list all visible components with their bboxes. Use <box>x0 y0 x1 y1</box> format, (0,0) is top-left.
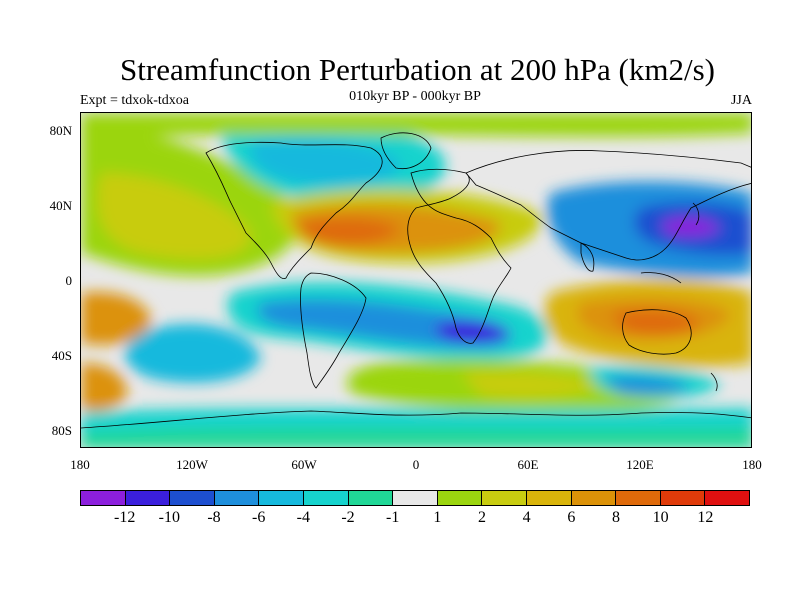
colorbar <box>80 490 750 506</box>
colorbar-swatch <box>571 491 617 505</box>
colorbar-label: -1 <box>385 509 400 526</box>
colorbar-swatch <box>259 491 304 505</box>
colorbar-swatch <box>303 491 349 505</box>
field-shading <box>81 113 751 447</box>
colorbar-swatch <box>660 491 706 505</box>
lon-tick-label: 0 <box>412 457 420 472</box>
colorbar-swatch <box>526 491 572 505</box>
lon-tick-label: 120W <box>176 457 208 472</box>
lat-tick-label: 80S <box>51 423 72 438</box>
season-label: JJA <box>730 93 752 108</box>
lat-tick-label: 0 <box>65 273 73 288</box>
colorbar-label: 2 <box>478 509 486 526</box>
colorbar-label: 1 <box>433 509 442 526</box>
colorbar-label: -8 <box>207 509 221 526</box>
coastlines <box>81 132 751 429</box>
colorbar-swatch <box>437 491 483 505</box>
colorbar-label: -2 <box>341 509 355 526</box>
colorbar-swatch <box>214 491 260 505</box>
colorbar-label: 6 <box>567 509 576 526</box>
colorbar-label: 10 <box>652 509 669 526</box>
colorbar-label: -6 <box>251 509 266 526</box>
experiment-label: Expt = tdxok-tdxoa <box>80 93 189 108</box>
colorbar-swatch <box>705 491 749 505</box>
colorbar-label: 4 <box>522 509 531 526</box>
colorbar-label: -4 <box>296 509 310 526</box>
colorbar-swatch <box>393 491 438 505</box>
lon-tick-label: 180 <box>742 457 762 472</box>
lon-tick-label: 120E <box>626 457 654 472</box>
subtitle: 010kyr BP - 000kyr BP <box>349 89 481 104</box>
lon-tick-label: 180 <box>70 457 90 472</box>
colorbar-swatch <box>482 491 527 505</box>
lat-tick-label: 40S <box>51 348 72 363</box>
colorbar-swatch <box>81 491 126 505</box>
colorbar-label: -12 <box>113 509 136 526</box>
page-title: Streamfunction Perturbation at 200 hPa (… <box>120 52 715 87</box>
colorbar-label: 12 <box>697 509 714 526</box>
map-canvas <box>81 113 751 447</box>
lon-tick-label: 60W <box>291 457 317 472</box>
colorbar-label: 8 <box>612 509 620 526</box>
map-panel <box>80 112 752 448</box>
colorbar-swatch <box>348 491 394 505</box>
lat-tick-label: 40N <box>49 198 72 213</box>
colorbar-label: -10 <box>158 509 180 526</box>
lat-tick-label: 80N <box>49 123 72 138</box>
colorbar-swatch <box>616 491 661 505</box>
lon-tick-label: 60E <box>517 457 539 472</box>
colorbar-swatch <box>125 491 171 505</box>
colorbar-swatch <box>170 491 215 505</box>
